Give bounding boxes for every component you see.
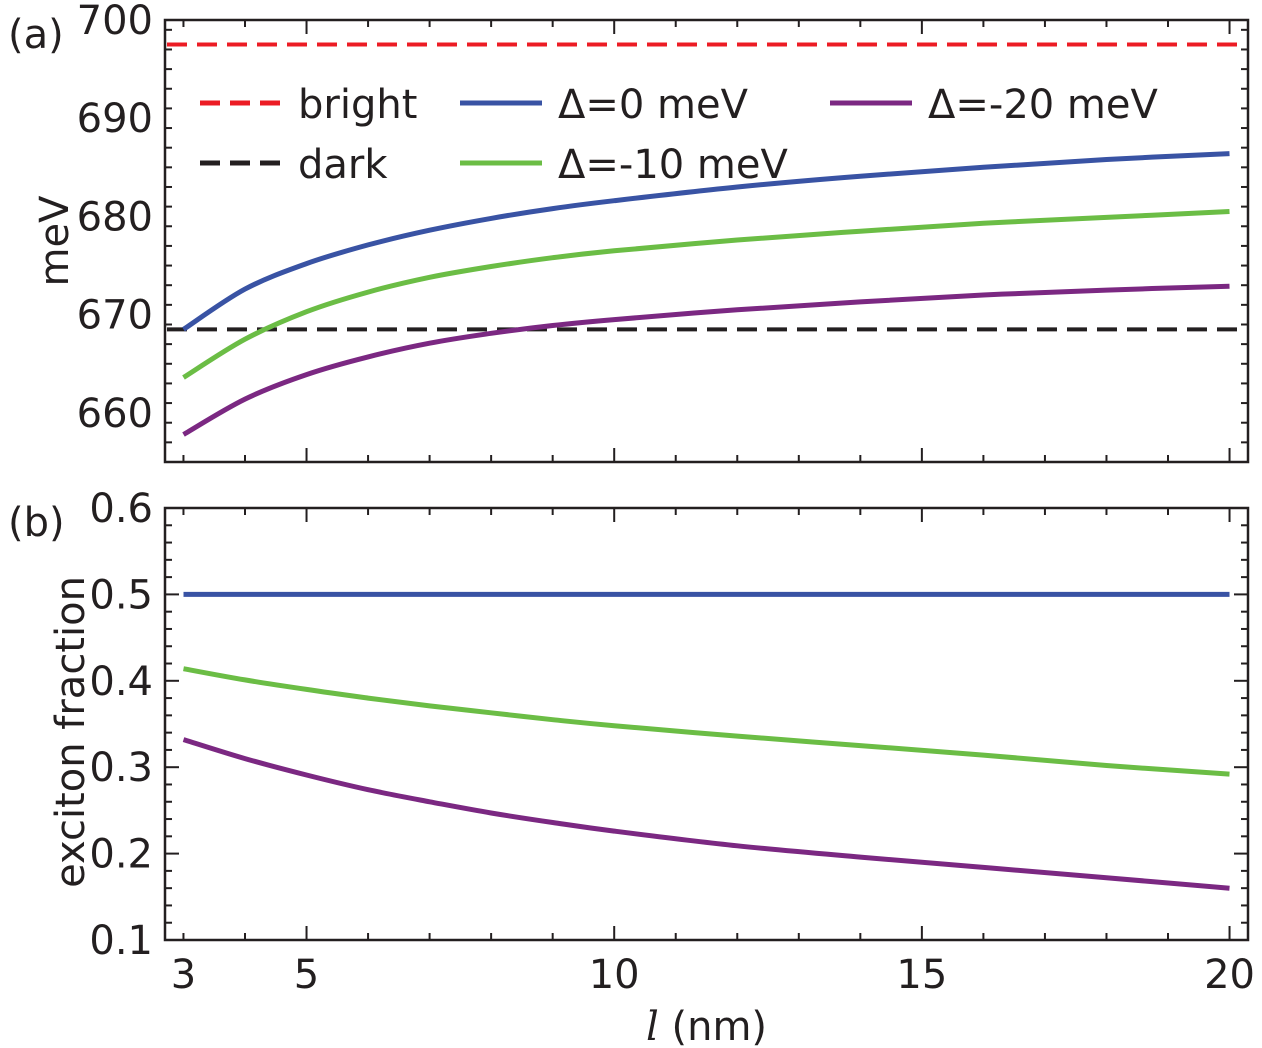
legend-label: dark: [298, 142, 388, 188]
y-tick-label: 660: [77, 391, 153, 437]
series-line-0: [182, 151, 1230, 332]
y-tick-label: 0.4: [89, 659, 153, 705]
y-tick-label: 700: [77, 0, 153, 44]
panel-b: 0.1 0.2 0.3 0.4 0.5 0.6 3 5 10 15 20 (b) exciton fra…: [8, 486, 1255, 1048]
series-line-2: [182, 737, 1230, 891]
y-tick-label: 0.6: [89, 486, 153, 532]
y-tick-label: 0.2: [89, 832, 153, 878]
y-tick-label: 690: [77, 96, 153, 142]
y-tick-label: 680: [77, 194, 153, 240]
y-tick-label: 0.3: [89, 745, 153, 791]
y-tick-label: 0.5: [89, 572, 153, 618]
legend: bright dark Δ=0 meV Δ=-10 meV Δ=-20 meV: [200, 82, 1159, 188]
series-line-2: [182, 283, 1230, 437]
plot-frame: [163, 18, 1250, 464]
plot-frame: [163, 506, 1250, 942]
x-tick-label: 15: [896, 952, 947, 998]
legend-label: Δ=0 meV: [558, 82, 749, 128]
x-tick-label: 10: [589, 952, 640, 998]
x-tick-label: 3: [171, 952, 196, 998]
y-tick-label: 0.1: [89, 918, 153, 964]
series-line-1: [182, 209, 1230, 380]
panel-a: 660 670 680 690 700 (a) meV bright dark Δ=0 meV Δ=…: [8, 0, 1250, 464]
x-axis-title: l (nm): [646, 1004, 767, 1048]
y-axis-title: exciton fraction: [48, 576, 94, 888]
x-tick-label: 20: [1204, 952, 1255, 998]
legend-label: Δ=-10 meV: [558, 142, 789, 188]
panel-label: (b): [8, 500, 65, 546]
y-axis-title: meV: [32, 195, 78, 287]
panel-label: (a): [8, 12, 64, 58]
y-tick-label: 670: [77, 293, 153, 339]
series-line-1: [183, 666, 1230, 777]
x-tick-label: 5: [294, 952, 319, 998]
legend-label: bright: [298, 82, 417, 128]
legend-label: Δ=-20 meV: [928, 82, 1159, 128]
